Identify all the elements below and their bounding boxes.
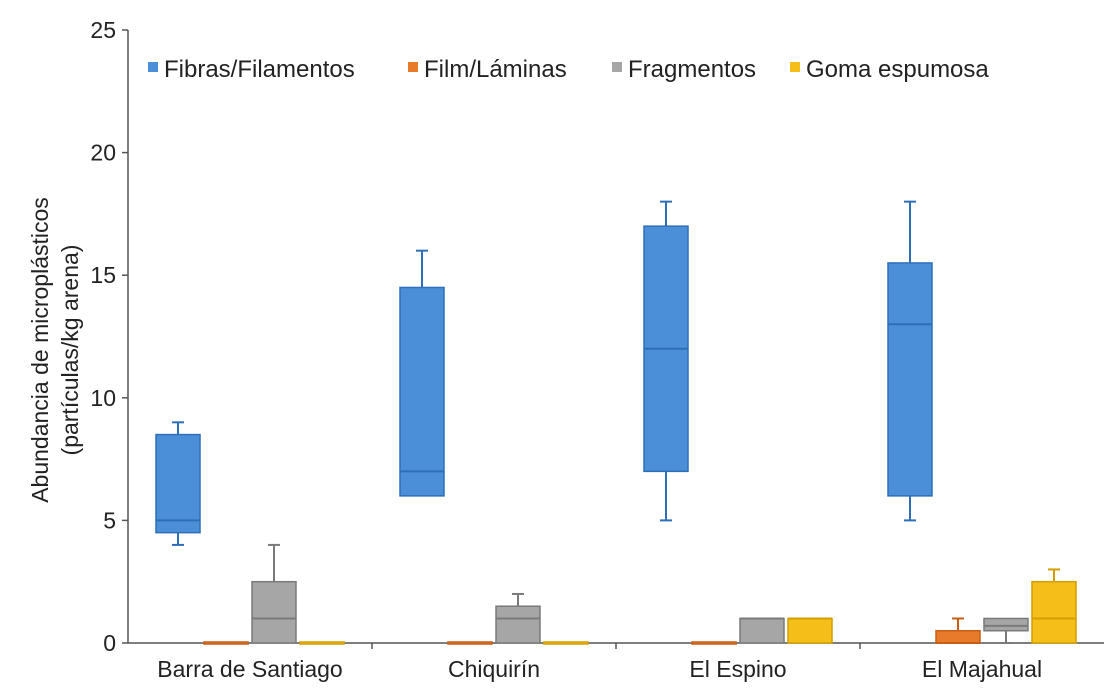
box-goma-espumosa-1: [543, 641, 589, 645]
legend-swatch: [790, 62, 800, 72]
legend-swatch: [408, 62, 418, 72]
x-tick-label: Chiquirín: [448, 656, 540, 682]
box-fibras-filamentos-1: [399, 249, 445, 497]
y-axis-label: Abundancia de microplásticos (partículas…: [27, 197, 83, 503]
boxes: [155, 200, 1077, 645]
x-tick-label: El Espino: [689, 656, 786, 682]
legend-swatch: [148, 62, 158, 72]
legend-swatch: [612, 62, 622, 72]
box-iqr: [691, 641, 737, 645]
box-iqr: [155, 433, 201, 534]
box-iqr: [251, 580, 297, 644]
box-fragmentos-1: [495, 592, 541, 644]
legend-item: Goma espumosa: [790, 56, 989, 83]
y-tick-label: 10: [90, 385, 116, 411]
box-film-l-minas-0: [203, 641, 249, 645]
y-axis-label-line1: Abundancia de microplásticos: [27, 197, 53, 503]
y-tick-label: 0: [103, 630, 116, 656]
legend-label: Goma espumosa: [806, 56, 989, 83]
legend-item: Fragmentos: [612, 56, 756, 83]
box-fragmentos-2: [739, 617, 785, 644]
y-tick-labels: 0 5 10 15 20 25: [90, 17, 116, 656]
box-iqr: [787, 617, 833, 644]
y-tick-label: 5: [103, 507, 116, 533]
box-iqr: [739, 617, 785, 644]
box-goma-espumosa-3: [1031, 568, 1077, 644]
legend-item: Film/Láminas: [408, 56, 567, 83]
legend: Fibras/Filamentos Film/Láminas Fragmentos G…: [148, 56, 989, 83]
box-iqr: [1031, 580, 1077, 644]
x-tick-label: El Majahual: [922, 656, 1042, 682]
box-iqr: [299, 641, 345, 645]
box-goma-espumosa-0: [299, 641, 345, 645]
box-iqr: [887, 262, 933, 497]
legend-item: Fibras/Filamentos: [148, 56, 355, 83]
box-iqr: [543, 641, 589, 645]
box-film-l-minas-2: [691, 641, 737, 645]
y-tick-label: 15: [90, 262, 116, 288]
box-fibras-filamentos-0: [155, 421, 201, 546]
box-iqr: [983, 617, 1029, 632]
box-iqr: [495, 605, 541, 644]
box-iqr: [399, 286, 445, 497]
legend-label: Fibras/Filamentos: [164, 56, 355, 83]
y-tick-label: 25: [90, 17, 116, 43]
y-tick-label: 20: [90, 140, 116, 166]
box-iqr: [203, 641, 249, 645]
y-axis-label-line2: (partículas/kg arena): [57, 245, 83, 456]
box-film-l-minas-1: [447, 641, 493, 645]
box-film-l-minas-3: [935, 617, 981, 644]
box-iqr: [447, 641, 493, 645]
legend-label: Fragmentos: [628, 56, 756, 83]
box-iqr: [935, 629, 981, 644]
x-tick-labels: Barra de Santiago Chiquirín El Espino El Ma…: [157, 656, 1042, 682]
box-fragmentos-0: [251, 543, 297, 644]
box-fibras-filamentos-2: [643, 200, 689, 522]
box-fragmentos-3: [983, 617, 1029, 644]
box-fibras-filamentos-3: [887, 200, 933, 522]
legend-label: Film/Láminas: [424, 56, 567, 83]
axes: [122, 29, 1104, 649]
x-tick-label: Barra de Santiago: [157, 656, 342, 682]
box-goma-espumosa-2: [787, 617, 833, 644]
